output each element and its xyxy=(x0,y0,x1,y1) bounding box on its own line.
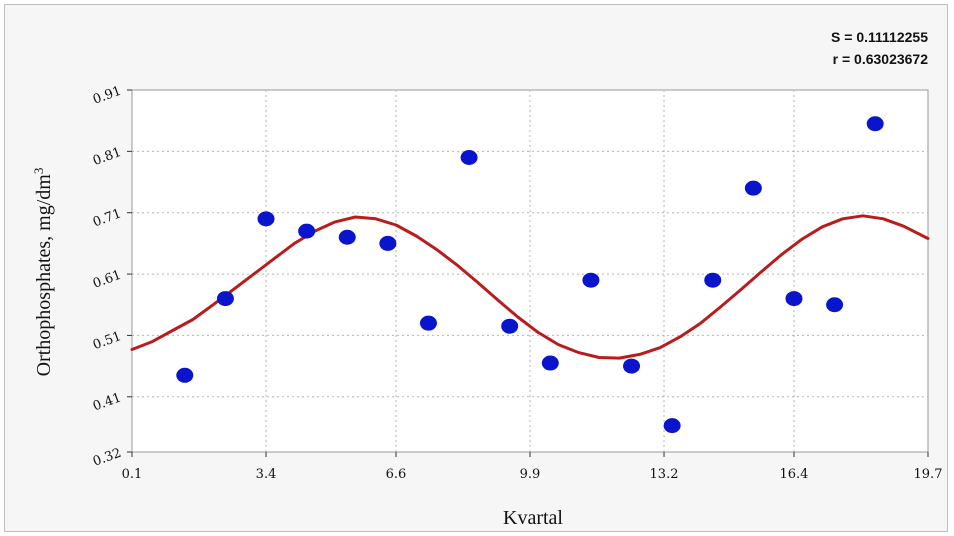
data-point xyxy=(541,355,559,371)
data-point xyxy=(826,297,844,313)
data-point xyxy=(704,272,722,288)
y-axis-title-superscript: 3 xyxy=(31,168,46,175)
x-tick-label: 3.4 xyxy=(256,467,277,482)
data-point xyxy=(785,291,803,307)
data-point xyxy=(460,149,478,165)
y-tick-label: 0.51 xyxy=(91,329,123,353)
data-point xyxy=(623,358,641,374)
y-tick-label: 0.71 xyxy=(91,206,123,230)
y-tick-label: 0.32 xyxy=(91,446,123,470)
data-point xyxy=(419,315,437,331)
data-point xyxy=(866,116,884,132)
data-point xyxy=(379,235,397,251)
y-tick-label: 0.81 xyxy=(91,145,123,169)
fitted-curve-layer xyxy=(130,214,930,360)
y-tick-label: 0.61 xyxy=(91,268,123,292)
x-axis-title: Kvartal xyxy=(503,507,563,529)
x-tick-label: 0.1 xyxy=(122,467,143,482)
data-point xyxy=(338,229,356,245)
y-axis-title-main: Orthophosphates, mg/dm xyxy=(33,174,55,377)
x-tick-label: 19.7 xyxy=(914,467,943,482)
x-tick-label: 9.9 xyxy=(520,467,541,482)
x-tick-label: 6.6 xyxy=(386,467,407,482)
data-point xyxy=(298,223,316,239)
data-point xyxy=(257,211,275,227)
stat-s-value: S = 0.11112255 xyxy=(831,29,928,45)
y-tick-label: 0.41 xyxy=(91,390,123,414)
data-point xyxy=(582,272,600,288)
axes xyxy=(127,89,929,457)
data-point xyxy=(176,367,194,383)
y-axis-title: Orthophosphates, mg/dm3 xyxy=(31,168,56,377)
data-point xyxy=(744,180,762,196)
data-point xyxy=(663,418,681,434)
grid-lines xyxy=(132,90,928,452)
stat-r-value: r = 0.63023672 xyxy=(833,51,929,67)
y-tick-label: 0.91 xyxy=(91,84,123,108)
fitted-sine-curve xyxy=(130,214,930,360)
data-points-layer xyxy=(176,116,884,434)
data-point xyxy=(216,291,234,307)
data-point xyxy=(501,318,519,334)
x-tick-label: 13.2 xyxy=(650,467,679,482)
x-tick-label: 16.4 xyxy=(780,467,809,482)
